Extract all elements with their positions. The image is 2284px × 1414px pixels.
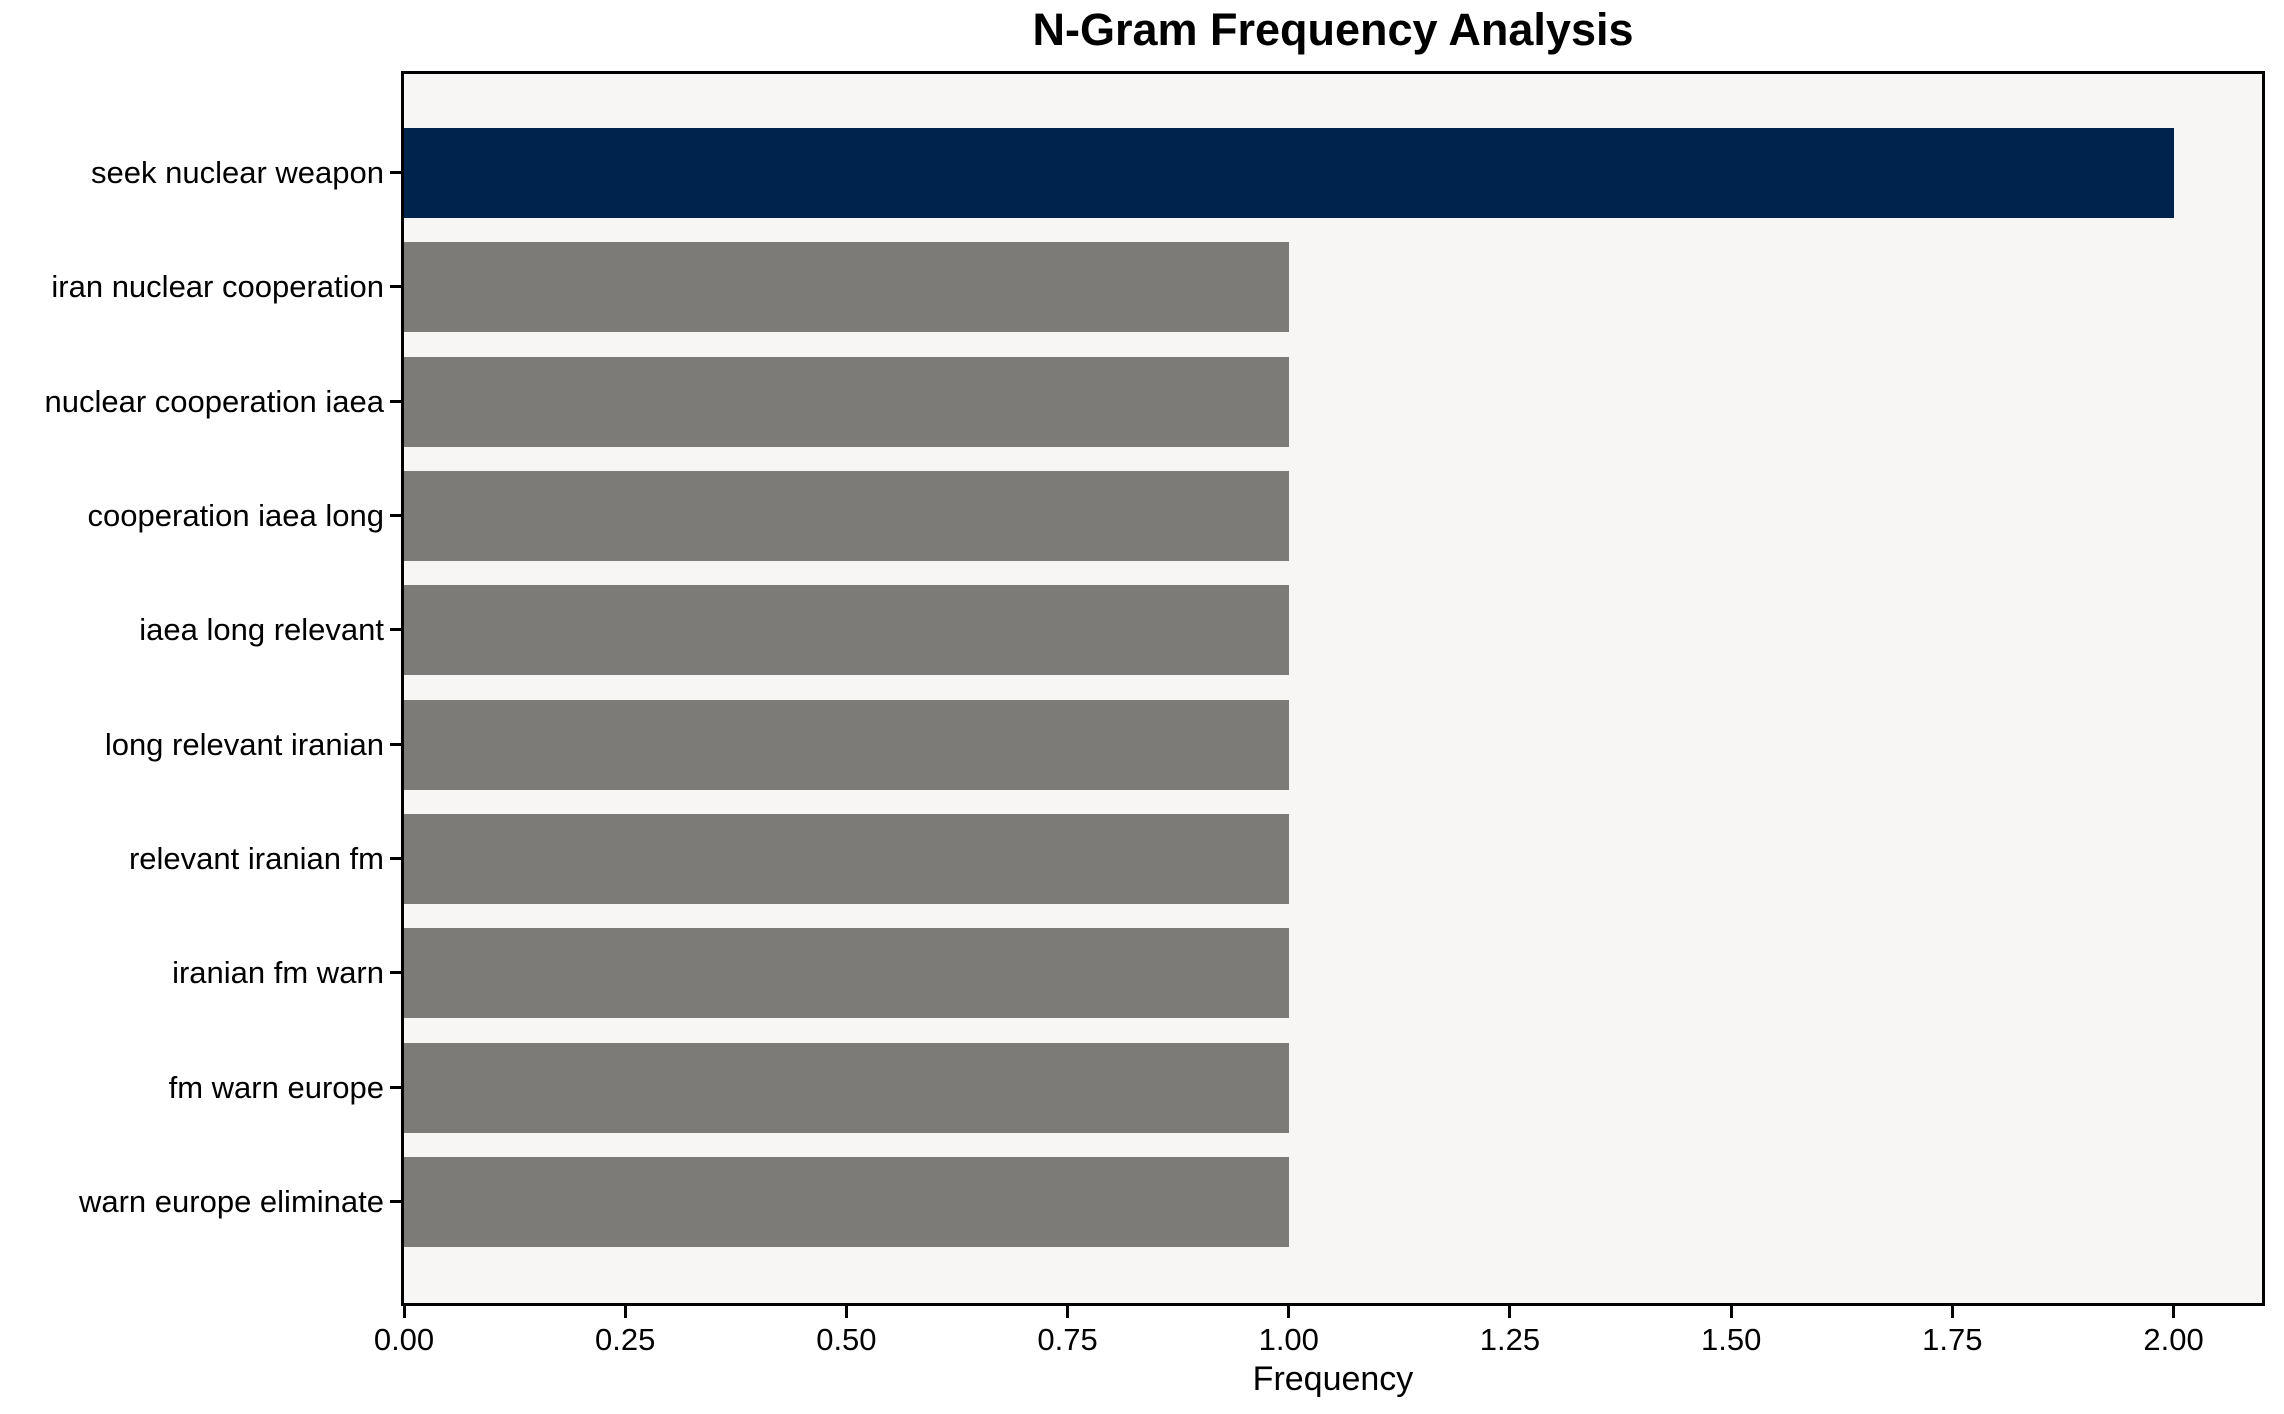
y-tick-label: warn europe eliminate (78, 1183, 384, 1219)
x-tick-label: 1.25 (1479, 1322, 1541, 1357)
y-tick-label: relevant iranian fm (128, 840, 384, 876)
bar (404, 585, 1289, 676)
y-tick-label: nuclear cooperation iaea (44, 383, 384, 419)
y-tick-mark (390, 513, 401, 517)
y-tick-mark (390, 742, 401, 746)
y-tick-mark (390, 1085, 401, 1089)
x-tick-mark (2172, 1306, 2176, 1318)
x-tick-label: 0.75 (1037, 1322, 1098, 1357)
bar (404, 928, 1289, 1019)
x-tick-mark (1950, 1306, 1954, 1318)
x-tick-mark (844, 1306, 848, 1318)
bar (404, 1042, 1289, 1133)
y-tick-label: iaea long relevant (139, 612, 384, 648)
y-tick-mark (390, 628, 401, 632)
y-tick-label: cooperation iaea long (87, 497, 384, 533)
y-tick-label: iranian fm warn (172, 955, 384, 991)
x-tick-label: 1.75 (1922, 1322, 1983, 1357)
bar (404, 813, 1289, 904)
chart-title: N-Gram Frequency Analysis (1032, 4, 1634, 55)
x-tick-mark (1287, 1306, 1291, 1318)
x-tick-label: 2.00 (2143, 1322, 2204, 1357)
y-tick-label: seek nuclear weapon (91, 155, 384, 190)
x-tick-mark (623, 1306, 627, 1318)
y-tick-label: fm warn europe (168, 1069, 384, 1105)
x-tick-label: 0.25 (595, 1322, 656, 1357)
y-tick-mark (390, 399, 401, 403)
bar (404, 699, 1289, 790)
x-tick-mark (1508, 1306, 1512, 1318)
plot-area (401, 71, 2265, 1306)
y-tick-mark (390, 971, 401, 975)
y-tick-mark (390, 171, 401, 174)
y-tick-label: iran nuclear cooperation (51, 269, 384, 305)
x-tick-label: 0.00 (373, 1322, 435, 1357)
x-tick-mark (402, 1306, 406, 1318)
y-tick-mark (390, 856, 401, 860)
x-tick-mark (1729, 1306, 1733, 1318)
x-axis-label: Frequency (1252, 1360, 1414, 1398)
bar (404, 242, 1289, 333)
bar (404, 470, 1289, 561)
x-tick-label: 0.50 (816, 1322, 877, 1357)
y-tick-mark (390, 1199, 401, 1203)
bar (404, 128, 2174, 218)
y-tick-mark (390, 285, 401, 289)
x-tick-label: 1.50 (1700, 1322, 1762, 1357)
x-tick-mark (1066, 1306, 1070, 1318)
bar (404, 1156, 1289, 1247)
bar (404, 356, 1289, 447)
y-tick-label: long relevant iranian (104, 726, 384, 762)
x-tick-label: 1.00 (1258, 1322, 1319, 1357)
